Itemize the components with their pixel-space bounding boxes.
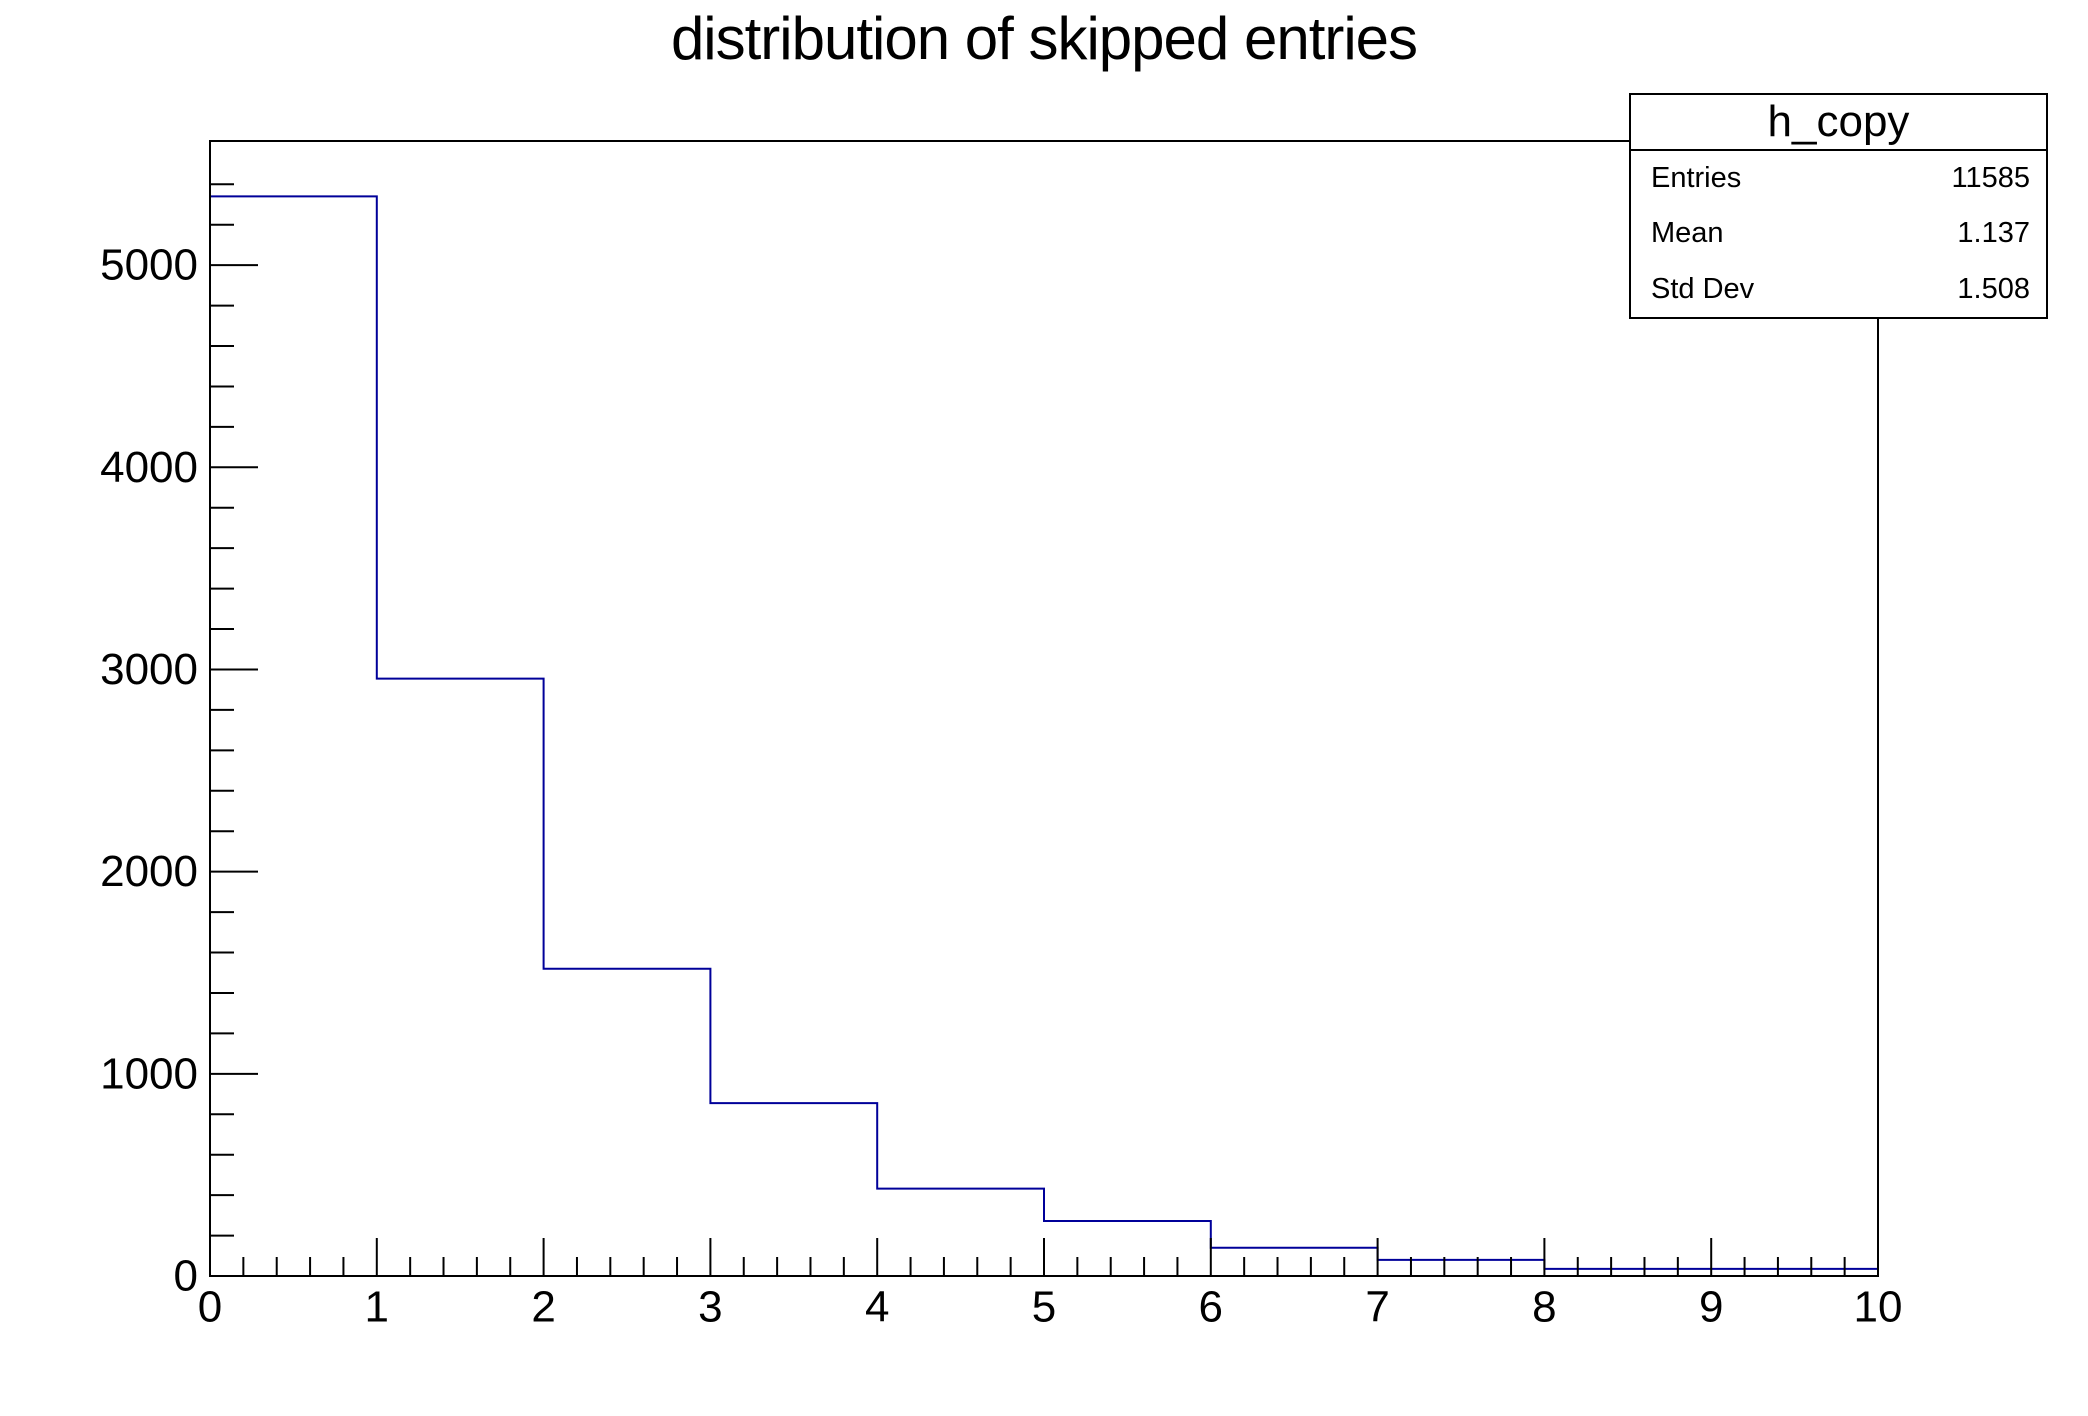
stats-label-mean: Mean [1651,217,1724,250]
y-axis-tick-label: 2000 [100,847,198,896]
x-axis-tick-label: 6 [1199,1283,1223,1332]
stats-value-stddev: 1.508 [1957,272,2030,305]
stats-row-stddev: Std Dev 1.508 [1651,273,2030,306]
x-axis-tick-label: 5 [1032,1283,1056,1332]
x-axis-tick-label: 2 [531,1283,555,1332]
x-axis-tick-label: 0 [198,1283,222,1332]
y-axis-tick-label: 1000 [100,1049,198,1098]
x-axis-tick-label: 7 [1365,1283,1389,1332]
x-axis-tick-label: 3 [698,1283,722,1332]
x-axis-tick-label: 8 [1532,1283,1556,1332]
stats-value-mean: 1.137 [1957,217,2030,250]
y-axis-tick-label: 5000 [100,241,198,290]
chart-title: distribution of skipped entries [670,5,1418,72]
stats-row-mean: Mean 1.137 [1651,217,2030,250]
stats-label-entries: Entries [1651,162,1742,195]
stats-value-entries: 11585 [1951,162,2031,195]
x-axis-tick-label: 1 [365,1283,389,1332]
y-axis-tick-label: 3000 [100,645,198,694]
y-axis-tick-label: 4000 [100,443,198,492]
y-axis-tick-label: 0 [174,1252,198,1301]
stats-box: h_copy Entries 11585 Mean 1.137 Std Dev … [1629,93,2048,319]
plot-frame [209,140,1879,1277]
histogram-line [209,195,1879,1276]
stats-row-entries: Entries 11585 [1651,162,2030,195]
stats-box-title: h_copy [1631,95,2046,151]
stats-label-stddev: Std Dev [1651,272,1755,305]
x-axis-tick-label: 4 [865,1283,889,1332]
x-axis-tick-label: 9 [1699,1283,1723,1332]
stats-box-rows: Entries 11585 Mean 1.137 Std Dev 1.508 [1631,151,2046,317]
x-axis-tick-label: 10 [1854,1283,1903,1332]
